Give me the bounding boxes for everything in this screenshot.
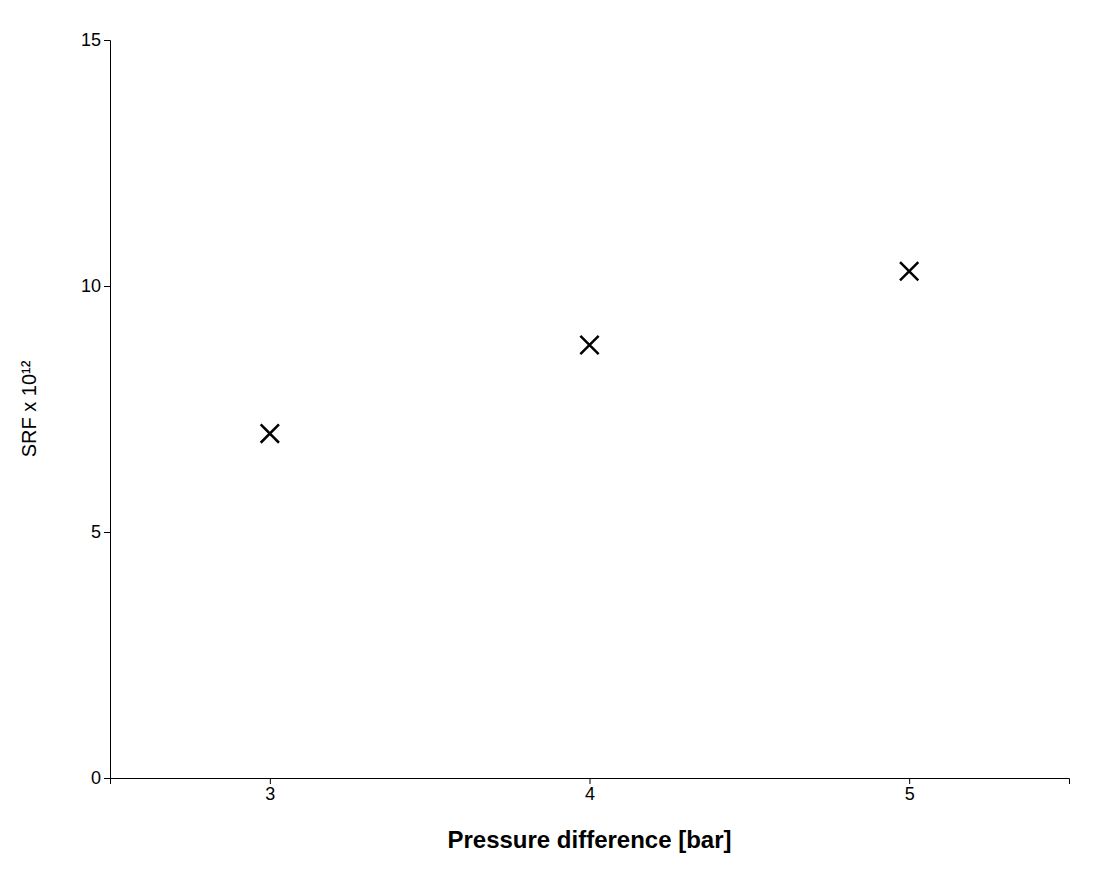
y-tick-mark [104, 286, 110, 287]
y-axis: 0 5 10 15 [81, 30, 111, 788]
plot-area: 3 4 5 0 5 10 15 [81, 30, 1070, 804]
y-tick-label: 10 [81, 276, 101, 296]
point [261, 424, 279, 442]
y-tick-mark [104, 778, 110, 779]
y-tick: 10 [81, 276, 110, 296]
y-tick-label: 15 [81, 30, 101, 50]
x-tick: 5 [905, 778, 915, 804]
x-tick-label: 3 [265, 784, 275, 804]
x-axis: 3 4 5 [111, 778, 1070, 804]
y-axis-line [104, 41, 111, 779]
x-axis-title: Pressure difference [bar] [447, 826, 731, 853]
y-tick-label: 0 [91, 768, 101, 788]
y-tick-mark [104, 40, 110, 41]
x-tick: 4 [585, 778, 595, 804]
x-tick-label: 4 [585, 784, 595, 804]
y-tick-mark [104, 532, 110, 533]
y-tick-label: 5 [91, 522, 101, 542]
y-tick: 0 [91, 768, 110, 788]
chart-root: 3 4 5 0 5 10 15 Pressure difference [bar] SRF x … [0, 0, 1119, 878]
point [900, 262, 918, 280]
x-tick-label: 5 [905, 784, 915, 804]
points [261, 262, 919, 443]
x-tick: 3 [265, 778, 275, 804]
y-tick: 5 [91, 522, 110, 542]
y-axis-title: SRF x 10¹² [18, 360, 40, 457]
y-tick: 15 [81, 30, 110, 50]
point [580, 336, 598, 354]
